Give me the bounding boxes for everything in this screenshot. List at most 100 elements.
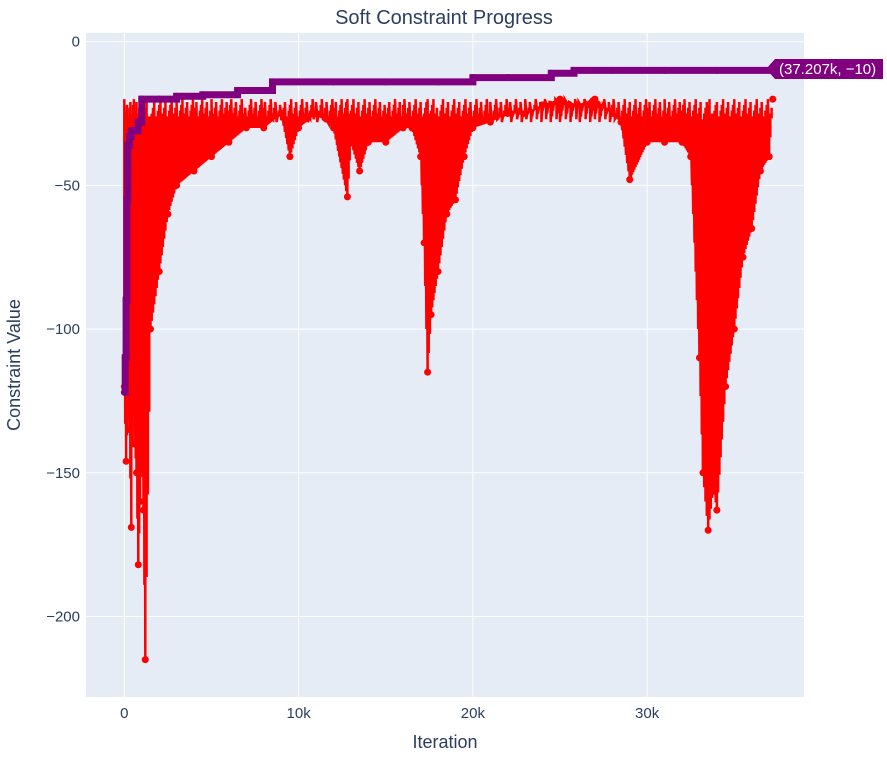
best-series-point: [504, 74, 512, 82]
current-series-point: [765, 153, 773, 161]
series-best: [120, 66, 777, 396]
y-tick-label: −100: [46, 321, 80, 338]
best-series-point: [124, 141, 132, 149]
best-series-point: [122, 296, 130, 304]
current-series-point: [699, 469, 707, 477]
best-series-point: [268, 78, 276, 86]
current-series-point: [260, 124, 268, 132]
y-tick-label: −200: [46, 609, 80, 626]
current-series-point: [129, 354, 137, 362]
current-series-point: [133, 469, 141, 477]
y-tick-label: −150: [46, 465, 80, 482]
best-series-point: [382, 78, 390, 86]
current-series-line: [123, 94, 773, 660]
current-series-point: [242, 124, 250, 132]
hover-tooltip-box: [766, 59, 883, 79]
current-series-point: [312, 109, 320, 117]
current-series-point: [486, 118, 494, 126]
y-tick-label: 0: [72, 34, 80, 51]
current-series-point: [730, 325, 738, 333]
best-series-point: [138, 95, 146, 103]
current-series-point: [469, 124, 477, 132]
current-series-point: [713, 506, 721, 514]
current-series-point: [399, 124, 407, 132]
current-series-point: [434, 268, 442, 276]
x-tick-label: 10k: [287, 705, 312, 722]
best-series-point: [570, 66, 578, 74]
best-series-point: [120, 388, 128, 396]
current-series-point: [382, 138, 390, 146]
current-series-point: [709, 483, 717, 491]
best-series-point: [155, 95, 163, 103]
hover-tooltip-text: (37.207k, −10): [779, 61, 876, 78]
current-series-point: [190, 167, 198, 175]
y-axis-title: Constraint Value: [4, 299, 24, 431]
best-series-point: [547, 69, 555, 77]
current-series-point: [343, 193, 351, 201]
current-series-point: [408, 124, 416, 132]
current-series-point: [356, 167, 364, 175]
current-series-point: [756, 167, 764, 175]
current-series-point: [126, 426, 134, 434]
best-series-point: [126, 132, 134, 140]
current-series-point: [687, 153, 695, 161]
x-tick-label: 20k: [461, 705, 486, 722]
current-series-point: [127, 523, 135, 531]
x-axis-title: Iteration: [412, 732, 477, 752]
best-series-point: [199, 91, 207, 99]
current-series-point: [695, 354, 703, 362]
hover-tooltip[interactable]: (37.207k, −10): [766, 59, 883, 79]
current-series-point: [136, 498, 144, 506]
x-tick-label: 0: [120, 705, 128, 722]
current-series-point: [134, 561, 142, 569]
x-tick-label: 30k: [635, 705, 660, 722]
current-series-point: [678, 138, 686, 146]
current-series-point: [417, 153, 425, 161]
current-series-point: [138, 440, 146, 448]
y-tick-labels: 0 −50 −100 −150 −200: [46, 34, 80, 626]
best-series-point: [713, 66, 721, 74]
current-series-point: [164, 210, 172, 218]
current-series-point: [122, 457, 130, 465]
current-series-point: [141, 656, 149, 664]
best-series-point: [469, 74, 477, 82]
current-series-point: [124, 406, 132, 414]
best-series-point: [329, 78, 337, 86]
current-series-point: [591, 95, 599, 103]
current-series-point: [769, 95, 777, 103]
current-series-point: [146, 325, 154, 333]
current-series-point: [661, 138, 669, 146]
current-series-point: [539, 101, 547, 109]
x-tick-labels: 0 10k 20k 30k: [120, 705, 660, 722]
best-series-point: [173, 92, 181, 100]
current-series-point: [155, 268, 163, 276]
current-series-point: [704, 526, 712, 534]
best-series-point: [661, 66, 669, 74]
best-series-point: [134, 118, 142, 126]
current-series-point: [173, 181, 181, 189]
best-series-point: [123, 196, 131, 204]
current-series-point: [504, 109, 512, 117]
current-series-point: [451, 196, 459, 204]
current-series-point: [443, 210, 451, 218]
current-series-point: [573, 101, 581, 109]
current-series-point: [427, 311, 435, 319]
current-series-point: [608, 109, 616, 117]
series-current: [120, 94, 777, 664]
current-series-point: [225, 138, 233, 146]
current-series-point: [722, 383, 730, 391]
y-tick-label: −50: [55, 177, 80, 194]
current-series-point: [460, 153, 468, 161]
current-series-point: [643, 138, 651, 146]
current-series-point: [424, 368, 432, 376]
current-series-point: [286, 153, 294, 161]
best-series-point: [608, 66, 616, 74]
current-series-point: [131, 440, 139, 448]
best-series-point: [133, 127, 141, 135]
current-series-point: [626, 176, 634, 184]
current-series-point: [347, 138, 355, 146]
current-series-point: [277, 109, 285, 117]
current-series-point: [521, 109, 529, 117]
current-series-point: [140, 506, 148, 514]
